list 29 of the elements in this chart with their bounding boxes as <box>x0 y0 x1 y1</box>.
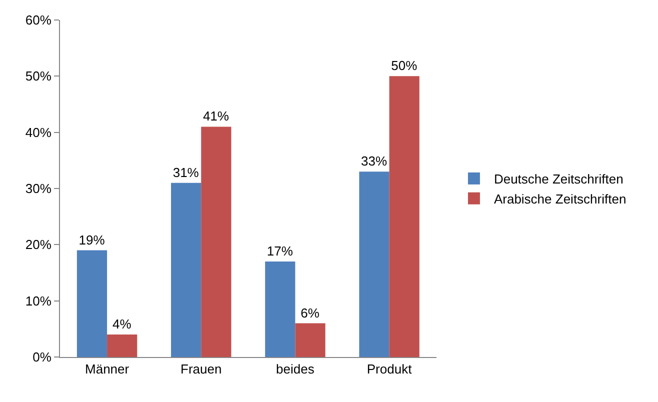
data-label: 41% <box>202 108 230 124</box>
legend-label: Deutsche Zeitschriften <box>494 172 624 187</box>
bar <box>76 250 108 357</box>
data-label: 31% <box>172 164 200 180</box>
x-tick-label: Frauen <box>180 362 222 377</box>
y-tick-label: 30% <box>25 181 52 196</box>
y-tick-label: 40% <box>25 124 52 140</box>
bar <box>389 76 420 357</box>
y-tick-label: 10% <box>25 293 52 308</box>
y-tick-label: 60% <box>25 12 52 28</box>
bar <box>295 323 326 357</box>
data-label: 33% <box>360 154 388 169</box>
data-label: 50% <box>391 58 418 74</box>
x-tick-label: Männer <box>85 362 130 377</box>
bar <box>201 126 232 357</box>
legend-label: Arabische Zeitschriften <box>494 191 626 206</box>
data-label: 19% <box>78 232 106 248</box>
data-label: 6% <box>300 305 320 320</box>
data-label: 17% <box>266 244 294 259</box>
data-label: 4% <box>112 316 132 332</box>
bar <box>359 172 390 357</box>
y-tick-label: 0% <box>32 350 52 365</box>
y-tick-label: 20% <box>25 237 52 252</box>
x-tick-label: beides <box>276 362 315 377</box>
x-tick-label: Produkt <box>366 362 412 377</box>
y-tick-label: 50% <box>25 68 52 84</box>
bar <box>265 262 296 357</box>
bar <box>171 182 202 357</box>
bar <box>107 334 138 357</box>
